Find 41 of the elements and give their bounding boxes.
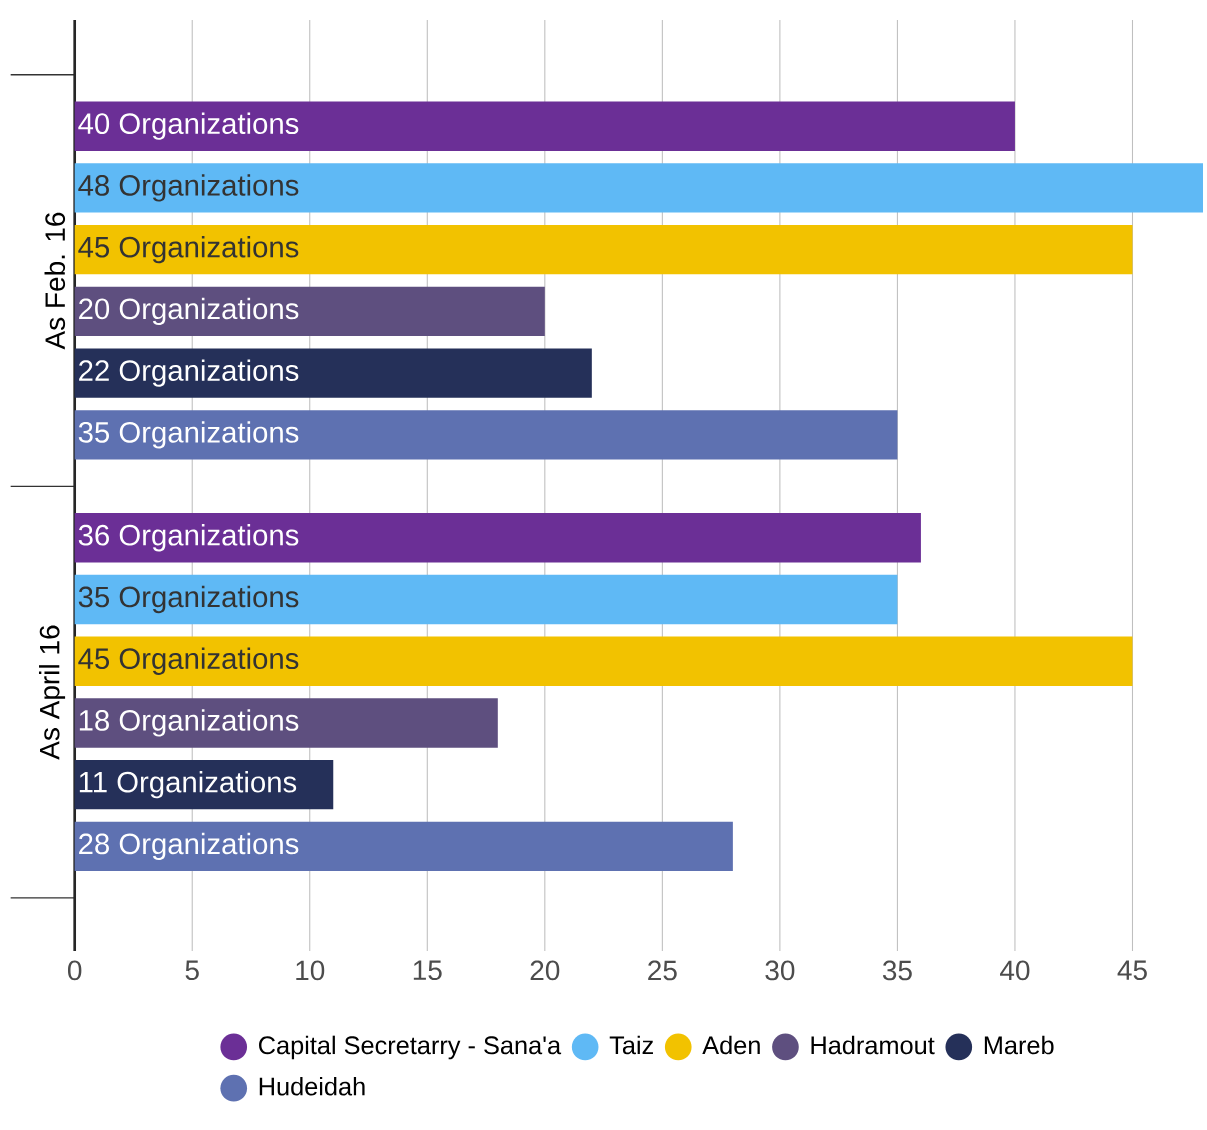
x-tick-label: 20 — [530, 960, 560, 981]
legend-label: Capital Secretarry - Sana'a — [259, 1035, 562, 1060]
x-tick-label: 45 — [1117, 960, 1147, 981]
data-label: 11 Organizations — [79, 771, 297, 799]
bar — [74, 410, 898, 460]
bar — [74, 636, 1133, 687]
legend-label: Taiz — [609, 1035, 653, 1055]
bar — [74, 225, 1133, 275]
bar — [74, 348, 592, 398]
x-tick-label: 25 — [648, 960, 677, 981]
x-tick-label: 30 — [765, 960, 795, 981]
x-tick-label: 40 — [1000, 960, 1030, 981]
legend-label: Hadramout — [811, 1035, 935, 1055]
legend-label: Aden — [702, 1035, 760, 1055]
data-label: 35 Organizations — [78, 421, 299, 449]
data-label: 36 Organizations — [78, 524, 299, 552]
data-label: 20 Organizations — [79, 297, 299, 326]
x-tick-label: 0 — [67, 960, 82, 981]
x-tick-label: 5 — [185, 960, 199, 981]
bar — [74, 513, 921, 563]
data-label: 22 Organizations — [79, 359, 299, 387]
legend-label: Mareb — [984, 1035, 1054, 1055]
y-tick-label: As April 16 — [38, 625, 66, 760]
data-label: 40 Organizations — [78, 112, 299, 141]
legend-label: Hudeidah — [259, 1077, 365, 1096]
x-tick-label: 10 — [296, 960, 325, 981]
bar — [74, 821, 733, 872]
bar — [74, 574, 898, 625]
data-label: 35 Organizations — [78, 585, 299, 614]
data-label: 45 Organizations — [78, 236, 299, 264]
bar — [74, 101, 1015, 152]
bar — [74, 286, 545, 337]
x-tick-label: 15 — [413, 960, 442, 981]
data-label: 45 Organizations — [78, 647, 299, 676]
data-label: 28 Organizations — [79, 832, 299, 861]
bar — [74, 698, 498, 748]
bar — [74, 163, 1204, 213]
data-label: 48 Organizations — [78, 174, 299, 202]
x-tick-label: 35 — [882, 960, 912, 981]
data-label: 18 Organizations — [79, 709, 299, 737]
y-tick-label: As Feb. 16 — [44, 212, 66, 350]
